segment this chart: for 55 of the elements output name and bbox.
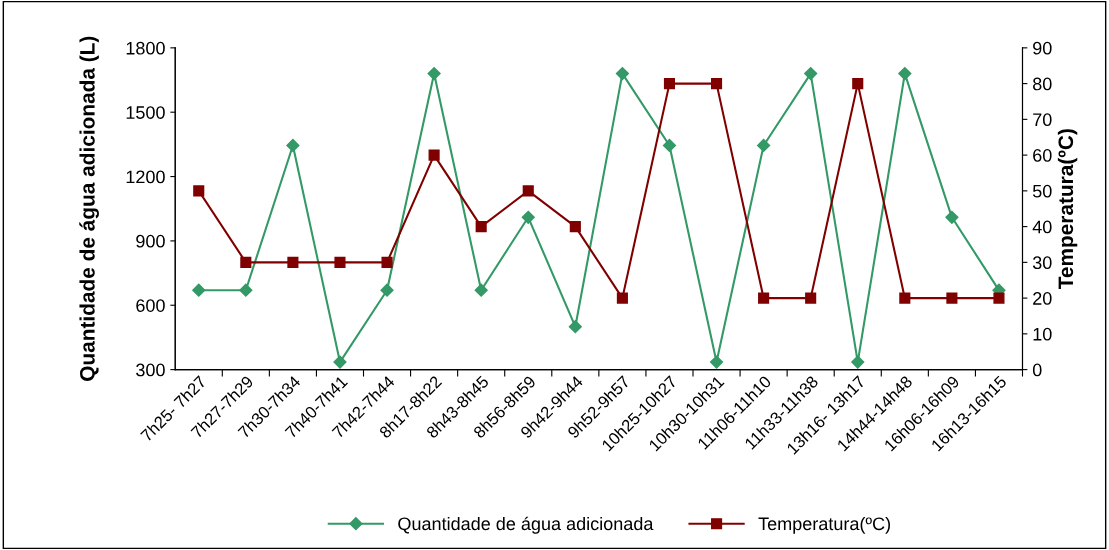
y2-axis-title: Temperatura(ºC) bbox=[1057, 129, 1078, 290]
point bbox=[333, 355, 347, 369]
legend-label: Temperatura(ºC) bbox=[758, 516, 890, 534]
y2-tick-label: 0 bbox=[1032, 363, 1042, 377]
point bbox=[993, 292, 1005, 304]
point bbox=[569, 221, 581, 233]
point bbox=[381, 256, 393, 268]
point bbox=[474, 283, 488, 297]
y2-tick-label: 50 bbox=[1032, 184, 1052, 198]
y-tick-label: 1200 bbox=[126, 170, 165, 184]
point bbox=[851, 355, 865, 369]
point bbox=[899, 292, 911, 304]
point bbox=[521, 210, 535, 224]
point bbox=[805, 292, 817, 304]
point bbox=[193, 185, 205, 197]
point bbox=[662, 138, 677, 153]
y2-tick-label: 10 bbox=[1033, 327, 1052, 341]
y-tick-label: 1800 bbox=[126, 41, 165, 55]
point bbox=[616, 292, 628, 304]
y-tick-label: 300 bbox=[136, 363, 165, 377]
point bbox=[475, 221, 487, 233]
y2-tick-label: 70 bbox=[1033, 113, 1052, 127]
point bbox=[710, 78, 723, 90]
point bbox=[286, 138, 300, 153]
y2-tick-label: 30 bbox=[1032, 256, 1052, 270]
y2-tick-label: 40 bbox=[1032, 220, 1052, 234]
point bbox=[615, 67, 629, 81]
point bbox=[287, 256, 299, 268]
y2-tick-label: 90 bbox=[1033, 41, 1052, 55]
y2-tick-label: 20 bbox=[1033, 292, 1052, 305]
point bbox=[334, 256, 346, 268]
y-tick-label: 600 bbox=[136, 299, 165, 312]
point bbox=[427, 67, 441, 81]
y2-tick-label: 60 bbox=[1033, 149, 1052, 162]
y-axis-title: Quantidade de água adicionada (L) bbox=[79, 36, 99, 381]
point bbox=[709, 355, 724, 369]
point bbox=[804, 67, 818, 81]
point bbox=[757, 138, 771, 153]
point bbox=[192, 283, 206, 297]
point bbox=[945, 210, 959, 224]
point bbox=[239, 283, 253, 297]
point bbox=[522, 185, 534, 197]
point bbox=[852, 78, 864, 90]
y2-tick-label: 80 bbox=[1033, 77, 1052, 91]
y-tick-label: 900 bbox=[136, 234, 165, 248]
point bbox=[898, 67, 912, 81]
legend-label: Quantidade de água adicionada bbox=[398, 516, 654, 534]
point bbox=[663, 78, 676, 90]
point bbox=[428, 149, 440, 161]
point bbox=[568, 320, 582, 334]
point bbox=[380, 283, 394, 297]
y-tick-label: 1500 bbox=[126, 106, 165, 119]
point bbox=[946, 292, 958, 304]
point bbox=[240, 256, 252, 268]
point bbox=[758, 292, 770, 304]
